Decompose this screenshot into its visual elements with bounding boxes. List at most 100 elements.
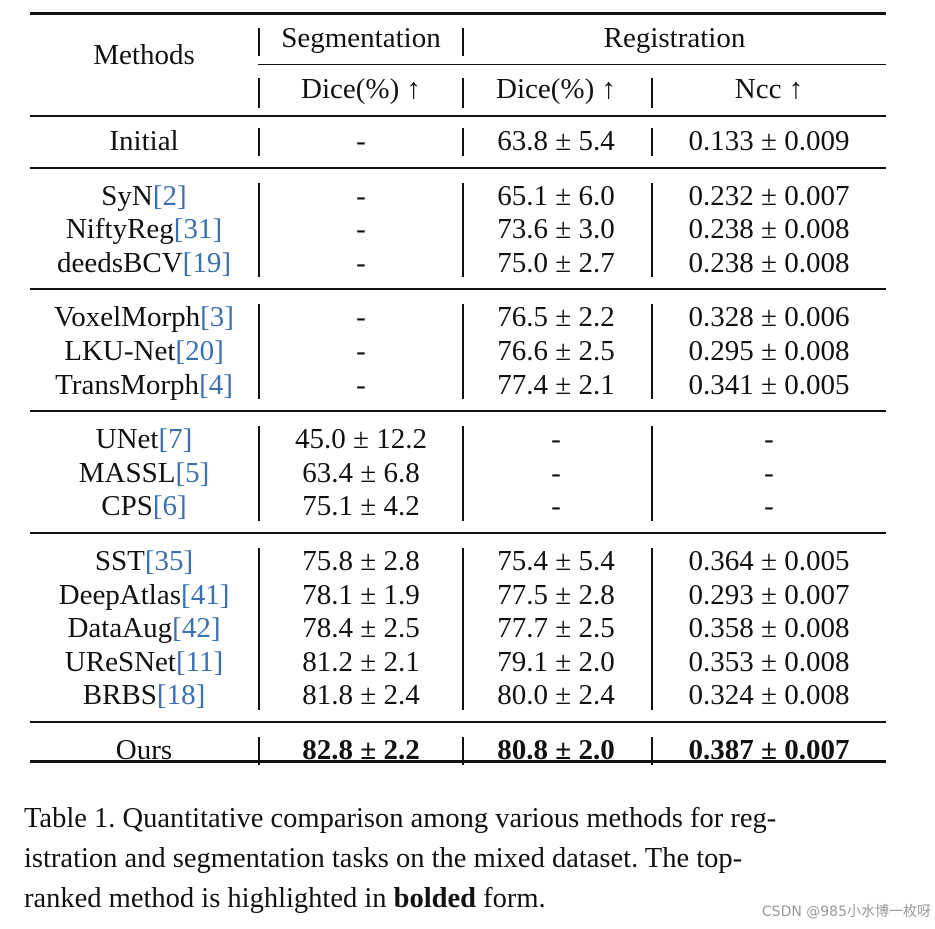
column-separator xyxy=(258,28,260,56)
method-label: DeepAtlas xyxy=(58,578,182,611)
ncc-value: - xyxy=(764,423,774,456)
citation-link[interactable]: [18] xyxy=(156,679,206,712)
method-name: CPS[6] xyxy=(30,489,258,523)
column-separator xyxy=(651,737,653,765)
reg-dice-value: 80.0 ± 2.4 xyxy=(497,679,615,712)
citation-link[interactable]: [11] xyxy=(175,645,224,678)
column-separator xyxy=(462,28,464,56)
seg-dice-value: 75.8 ± 2.8 xyxy=(302,545,420,577)
method-label: UReSNet xyxy=(64,645,176,678)
citation-link[interactable]: [41] xyxy=(181,578,230,611)
caption-line: ranked method is highlighted in bolded f… xyxy=(24,879,892,919)
citation-link[interactable]: [35] xyxy=(144,545,194,577)
citation-link[interactable]: [4] xyxy=(199,368,233,401)
seg-dice-value: 45.0 ± 12.2 xyxy=(295,423,427,456)
seg-dice-value: - xyxy=(356,213,366,246)
method-label: UNet xyxy=(95,423,159,456)
seg-dice-value: 63.4 ± 6.8 xyxy=(302,456,420,489)
header-sub-rule xyxy=(258,64,886,65)
column-separator xyxy=(258,426,260,521)
method-name: DeepAtlas[41] xyxy=(30,578,258,612)
caption-text: form. xyxy=(476,883,546,914)
method-name: SST[35] xyxy=(30,544,258,578)
table-group-rule xyxy=(30,532,886,534)
citation-link[interactable]: [20] xyxy=(175,335,224,367)
ncc-value: 0.341 ± 0.005 xyxy=(688,368,850,401)
column-separator xyxy=(651,128,653,156)
header-reg-ncc: Ncc ↑ xyxy=(734,73,804,105)
header-segmentation: Segmentation xyxy=(281,22,441,54)
method-label: DataAug xyxy=(67,612,173,645)
citation-link[interactable]: [2] xyxy=(152,179,187,212)
header-reg-dice: Dice(%) ↑ xyxy=(496,73,616,105)
ncc-value: 0.133 ± 0.009 xyxy=(688,125,850,157)
citation-link[interactable]: [42] xyxy=(172,612,221,645)
seg-dice-value: - xyxy=(356,301,366,334)
caption-line: istration and segmentation tasks on the … xyxy=(24,843,743,874)
seg-dice-value: - xyxy=(356,179,366,212)
citation-link[interactable]: [19] xyxy=(182,246,231,279)
method-label: Initial xyxy=(109,125,179,157)
method-name: MASSL[5] xyxy=(30,456,258,490)
column-separator xyxy=(462,548,464,710)
ncc-value: 0.324 ± 0.008 xyxy=(688,679,850,712)
table-bottom-rule xyxy=(30,760,886,763)
column-separator xyxy=(651,78,653,108)
reg-dice-value: - xyxy=(551,423,561,456)
reg-dice-value: 75.4 ± 5.4 xyxy=(497,545,615,577)
table-caption: Table 1. Quantitative comparison among v… xyxy=(24,799,892,919)
method-name: deedsBCV[19] xyxy=(30,246,258,280)
table-group-rule xyxy=(30,115,886,117)
ncc-value: 0.232 ± 0.007 xyxy=(688,179,850,212)
method-name: SyN[2] xyxy=(30,179,258,213)
column-separator xyxy=(258,304,260,400)
column-separator xyxy=(462,304,464,400)
table-group-rule xyxy=(30,166,886,169)
method-label: VoxelMorph xyxy=(54,301,201,334)
ncc-value: - xyxy=(764,456,774,489)
reg-dice-value: 77.7 ± 2.5 xyxy=(497,612,615,645)
seg-dice-value: - xyxy=(356,246,366,279)
reg-dice-value: 76.5 ± 2.2 xyxy=(497,301,615,334)
reg-dice-value: 77.5 ± 2.8 xyxy=(497,578,615,611)
method-name: TransMorph[4] xyxy=(30,368,258,402)
column-separator xyxy=(462,78,464,108)
citation-link[interactable]: [6] xyxy=(152,490,187,523)
citation-link[interactable]: [31] xyxy=(173,213,223,246)
method-label: CPS xyxy=(101,490,153,523)
column-separator xyxy=(258,182,260,278)
column-separator xyxy=(258,548,260,710)
method-name: NiftyReg[31] xyxy=(30,212,258,246)
header-methods: Methods xyxy=(93,39,195,71)
ncc-value: 0.353 ± 0.008 xyxy=(688,645,850,678)
reg-dice-value: - xyxy=(551,490,561,523)
citation-link[interactable]: [5] xyxy=(175,456,210,489)
ncc-value: 0.238 ± 0.008 xyxy=(688,213,850,246)
ncc-value: 0.358 ± 0.008 xyxy=(688,612,850,645)
citation-link[interactable]: [7] xyxy=(158,423,193,456)
table-top-rule xyxy=(30,12,886,15)
column-separator xyxy=(651,548,653,710)
header-seg-dice: Dice(%) ↑ xyxy=(301,73,421,105)
column-separator xyxy=(462,128,464,156)
column-separator xyxy=(462,426,464,521)
method-name: VoxelMorph[3] xyxy=(30,300,258,334)
watermark: CSDN @985小水博一枚呀 xyxy=(761,904,931,920)
method-name: UNet[7] xyxy=(30,422,258,456)
method-name: Initial xyxy=(30,124,258,158)
seg-dice-value: 75.1 ± 4.2 xyxy=(302,490,420,523)
seg-dice-value: - xyxy=(356,368,366,401)
caption-text: ranked method is highlighted in xyxy=(24,883,394,914)
method-label: BRBS xyxy=(82,679,157,712)
ncc-value: 0.295 ± 0.008 xyxy=(688,335,850,367)
method-name: BRBS[18] xyxy=(30,678,258,712)
seg-dice-value: - xyxy=(356,335,366,367)
reg-dice-value: 77.4 ± 2.1 xyxy=(497,368,615,401)
reg-dice-value: 73.6 ± 3.0 xyxy=(497,213,615,246)
column-separator xyxy=(651,426,653,521)
citation-link[interactable]: [3] xyxy=(200,301,234,334)
reg-dice-value: 65.1 ± 6.0 xyxy=(497,179,615,212)
reg-dice-value: - xyxy=(551,456,561,489)
seg-dice-value: 78.4 ± 2.5 xyxy=(302,612,420,645)
